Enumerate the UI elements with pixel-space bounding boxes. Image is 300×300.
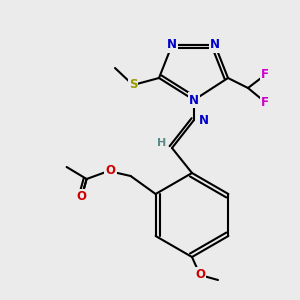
Text: F: F [261,68,269,82]
Text: N: N [167,38,177,52]
Text: F: F [261,95,269,109]
Text: O: O [195,268,205,281]
Text: O: O [76,190,87,203]
Text: N: N [210,38,220,52]
Text: H: H [158,138,166,148]
Text: N: N [189,94,199,106]
Text: S: S [129,79,137,92]
Text: O: O [106,164,116,178]
Text: N: N [199,113,209,127]
